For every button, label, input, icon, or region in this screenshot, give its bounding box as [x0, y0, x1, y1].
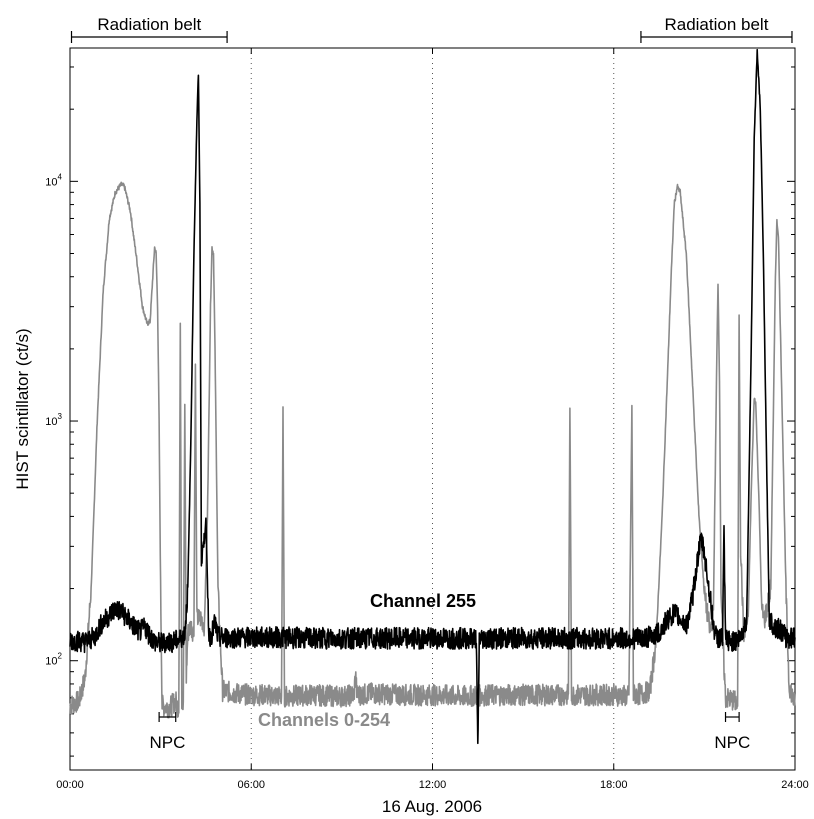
annotation-label: Radiation belt	[97, 15, 201, 34]
series-line-channels-0-254	[69, 181, 796, 719]
axis-ticks: 00:00 06:00 12:00 18:00 24:00 102 103 104	[45, 48, 809, 791]
y-tick-label: 103	[45, 412, 62, 428]
series-label-channels-0-254: Channels 0-254	[258, 710, 390, 730]
npc-annotation: NPC	[714, 712, 750, 752]
radiation-belt-annotation: Radiation belt	[640, 15, 793, 43]
x-tick-label: 18:00	[600, 779, 628, 791]
y-tick-label: 104	[45, 172, 62, 188]
series-label-channel-255: Channel 255	[370, 591, 476, 611]
grid-lines	[250, 48, 615, 770]
radiation-belt-annotation: Radiation belt	[70, 15, 228, 43]
series-line-channel-255	[69, 48, 796, 745]
x-tick-label: 06:00	[237, 779, 265, 791]
annotation-label: Radiation belt	[664, 15, 768, 34]
x-tick-label: 00:00	[56, 779, 84, 791]
annotation-label: NPC	[149, 733, 185, 752]
x-axis-label: 16 Aug. 2006	[382, 797, 482, 816]
x-tick-label: 12:00	[419, 779, 447, 791]
series-group	[69, 48, 796, 745]
annotation-label: NPC	[714, 733, 750, 752]
npc-annotation: NPC	[149, 712, 185, 752]
y-axis-label: HIST scintillator (ct/s)	[13, 328, 32, 489]
x-tick-label: 24:00	[781, 779, 809, 791]
annotations: Radiation belt Radiation belt NPC NPC	[70, 15, 793, 752]
y-tick-label: 102	[45, 652, 62, 668]
